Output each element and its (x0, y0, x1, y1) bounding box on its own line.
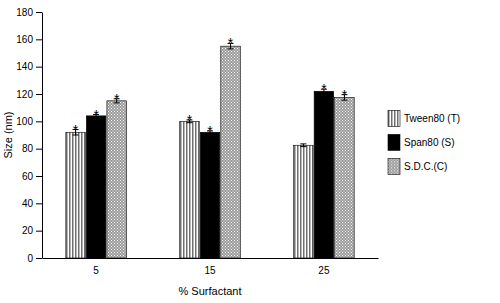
y-tick-mark (36, 149, 42, 150)
x-tick: 25 (318, 258, 330, 276)
y-tick: 120 (16, 89, 42, 100)
annotations: * * * * * * * * (73, 35, 348, 138)
y-tick-mark (36, 67, 42, 68)
bar (294, 145, 314, 258)
annotation: * (114, 91, 120, 107)
y-tick-label: 160 (16, 34, 33, 45)
y-tick-mark (36, 231, 42, 232)
y-tick: 80 (22, 143, 42, 154)
legend: Tween80 (T) Span80 (S) S.D.C.(C) (388, 110, 460, 174)
legend-label: S.D.C.(C) (404, 161, 447, 172)
legend-swatch (388, 158, 400, 174)
annotation: * (73, 122, 79, 138)
x-tick: 5 (93, 258, 99, 276)
y-tick: 60 (22, 171, 42, 182)
y-tick-label: 0 (27, 253, 33, 264)
annotation: * (321, 81, 327, 97)
x-axis: 5 15 25 (43, 258, 379, 276)
bars (66, 43, 354, 258)
bar (200, 132, 220, 258)
annotation: * (207, 123, 213, 139)
y-axis: 0 20 40 60 80 100 120 140 160 180 (16, 7, 42, 264)
y-tick-label: 100 (16, 116, 33, 127)
chart: 0 20 40 60 80 100 120 140 160 180 5 15 25 * * * * * * * * Siz… (0, 0, 500, 303)
y-axis-line (42, 13, 43, 259)
bar (221, 46, 241, 258)
error-bar (300, 144, 306, 147)
bar (314, 91, 334, 258)
legend-item: S.D.C.(C) (388, 158, 447, 174)
x-tick-label: 5 (93, 265, 99, 276)
y-tick: 0 (27, 253, 42, 264)
y-tick: 140 (16, 61, 42, 72)
y-axis-title: Size (nm) (2, 111, 14, 158)
y-tick: 20 (22, 225, 42, 236)
y-tick-mark (36, 203, 42, 204)
y-tick-mark (36, 176, 42, 177)
y-tick-label: 120 (16, 89, 33, 100)
y-tick-mark (36, 39, 42, 40)
y-tick: 40 (22, 198, 42, 209)
x-tick-label: 15 (204, 265, 216, 276)
y-tick-label: 140 (16, 61, 33, 72)
y-tick-mark (36, 258, 42, 259)
annotation: * (187, 112, 193, 128)
x-axis-line (43, 258, 379, 259)
annotation: * (93, 107, 99, 123)
x-axis-title: % Surfactant (179, 285, 242, 297)
plot: 0 20 40 60 80 100 120 140 160 180 5 15 25 * * * * * * * * (16, 7, 378, 276)
bar (86, 116, 106, 258)
bar (66, 132, 86, 258)
legend-swatch (388, 110, 400, 126)
y-tick-mark (36, 94, 42, 95)
legend-item: Tween80 (T) (388, 110, 460, 126)
legend-item: Span80 (S) (388, 134, 455, 150)
bar (107, 101, 127, 258)
bar (180, 121, 200, 258)
legend-label: Tween80 (T) (404, 113, 460, 124)
x-tick: 15 (204, 258, 216, 276)
y-tick-mark (36, 12, 42, 13)
y-tick: 100 (16, 116, 42, 127)
x-tick-label: 25 (318, 265, 330, 276)
y-tick-label: 20 (22, 225, 34, 236)
y-tick-label: 40 (22, 198, 34, 209)
annotation: * (228, 35, 234, 51)
y-tick-mark (36, 121, 42, 122)
y-tick-label: 180 (16, 7, 33, 18)
annotation: * (342, 87, 348, 103)
bar (335, 97, 355, 258)
legend-label: Span80 (S) (404, 137, 455, 148)
y-tick: 180 (16, 7, 42, 18)
y-tick-label: 60 (22, 171, 34, 182)
y-tick: 160 (16, 34, 42, 45)
legend-swatch (388, 134, 400, 150)
y-tick-label: 80 (22, 143, 34, 154)
